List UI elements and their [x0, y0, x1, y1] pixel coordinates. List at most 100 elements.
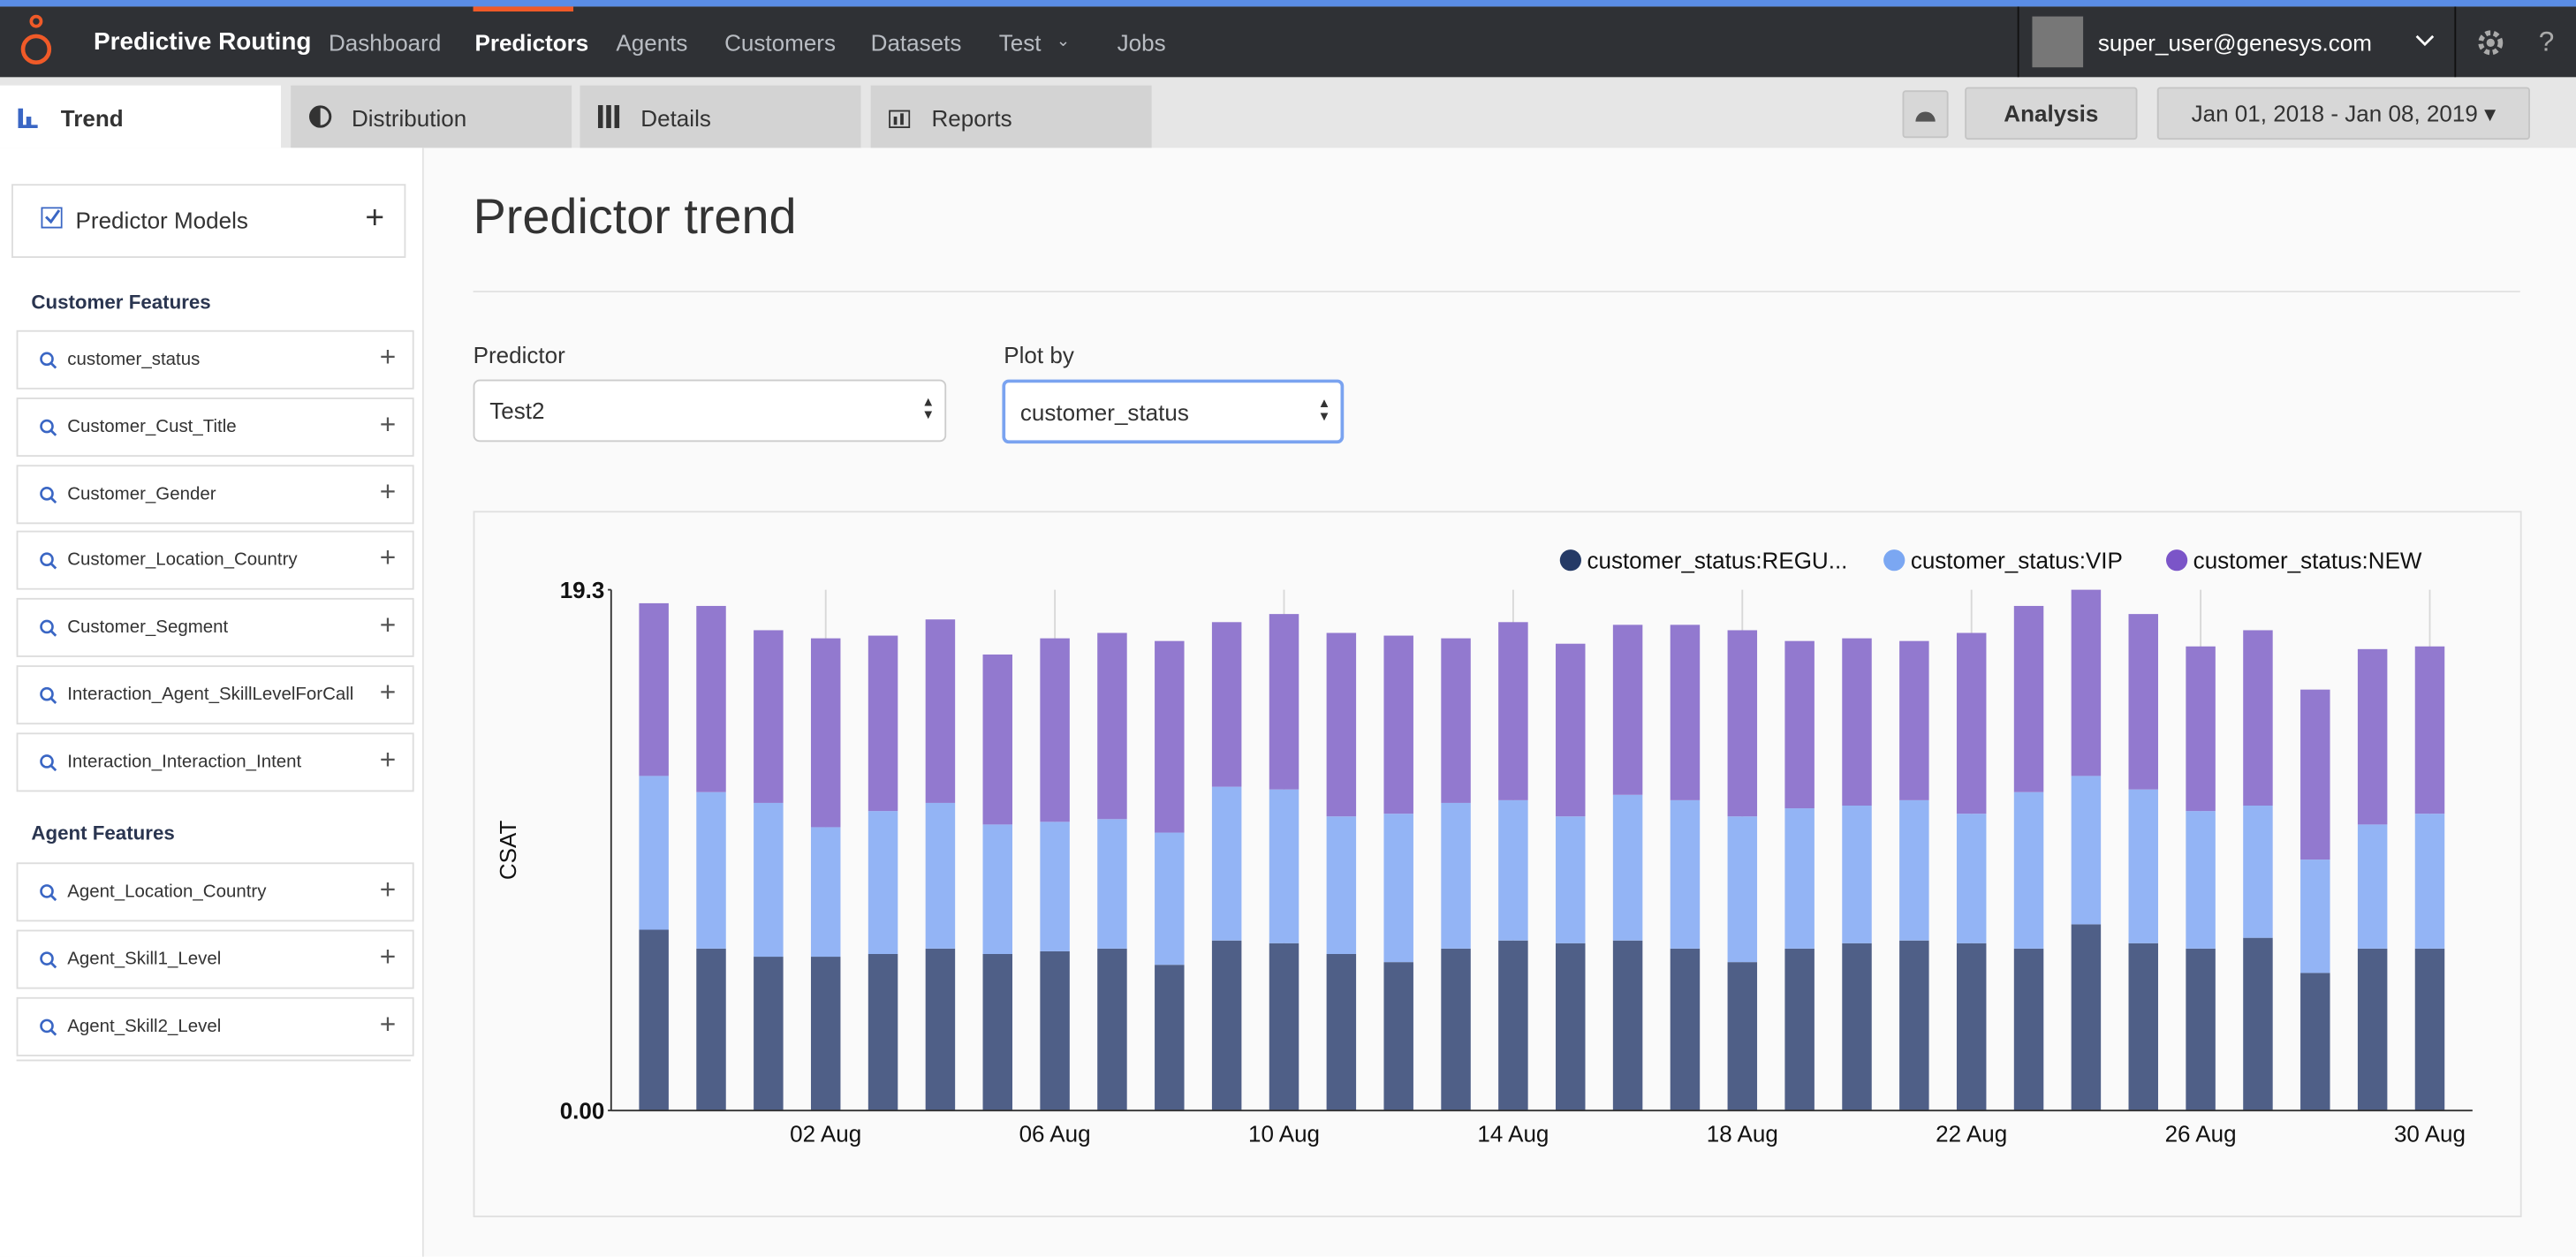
bar-segment: [810, 957, 841, 1111]
gauge-button[interactable]: [1902, 90, 1949, 139]
add-icon[interactable]: +: [379, 610, 397, 641]
bar-segment: [1040, 950, 1070, 1111]
bar-segment: [696, 605, 726, 792]
x-tick-label: 22 Aug: [1936, 1120, 2007, 1147]
bar-segment: [1612, 625, 1643, 795]
feature-item[interactable]: + Agent_Skill1_Level: [16, 929, 414, 989]
bar-segment: [1441, 638, 1471, 803]
divider: [2454, 6, 2457, 78]
feature-name: Customer_Segment: [67, 617, 229, 638]
chevron[interactable]: [2415, 34, 2435, 48]
predictor-select[interactable]: Test2 ▲ ▼: [473, 379, 947, 443]
tab[interactable]: Distribution: [291, 85, 572, 148]
dropdown-caret[interactable]: ⌄: [1056, 33, 1071, 51]
predictor-label: Predictor: [473, 341, 565, 368]
user[interactable]: super_user@genesys.com: [2097, 29, 2372, 57]
bar-segment: [2013, 948, 2044, 1111]
help-icon[interactable]: ?: [2535, 27, 2558, 59]
x-tick-label: 02 Aug: [790, 1120, 861, 1147]
nav-item[interactable]: Test: [998, 29, 1042, 57]
bar-segment: [1670, 948, 1701, 1111]
tab-label: Distribution: [351, 105, 467, 132]
tab-icon: [18, 105, 38, 133]
nav-item[interactable]: Agents: [616, 29, 688, 57]
bar-segment: [982, 654, 1012, 825]
feature-item[interactable]: + Interaction_Agent_SkillLevelForCall: [16, 665, 414, 725]
add-icon[interactable]: +: [379, 542, 397, 574]
separator: [473, 291, 2520, 293]
feature-item[interactable]: + Customer_Cust_Title: [16, 397, 414, 457]
bar-segment: [2243, 937, 2273, 1111]
feature-name: Customer_Gender: [67, 483, 216, 504]
tab[interactable]: Details: [580, 85, 861, 148]
x-tick-label: 26 Aug: [2165, 1120, 2237, 1147]
settings-icon[interactable]: [2476, 28, 2505, 57]
plot-by-select[interactable]: customer_status ▲ ▼: [1002, 379, 1345, 444]
search-icon: [40, 1018, 57, 1035]
bar-segment: [2357, 648, 2388, 825]
search-icon: [40, 884, 57, 902]
bar-segment: [1269, 943, 1299, 1111]
add-icon[interactable]: +: [379, 475, 397, 507]
x-tick-label: 18 Aug: [1707, 1120, 1778, 1147]
tab[interactable]: Reports: [870, 85, 1152, 148]
tab-icon: [308, 105, 332, 133]
feature-name: Customer_Location_Country: [67, 550, 298, 572]
bar-segment: [1383, 814, 1413, 963]
bar-segment: [1556, 943, 1586, 1111]
bar-segment: [1956, 943, 1987, 1111]
bar-segment: [1727, 962, 1758, 1111]
bar-segment: [1956, 632, 1987, 814]
bar-segment: [2013, 791, 2044, 949]
add-icon[interactable]: +: [379, 677, 397, 708]
nav-item[interactable]: Customers: [724, 29, 837, 57]
feature-item[interactable]: + Customer_Location_Country: [16, 531, 414, 591]
add-icon[interactable]: +: [379, 744, 397, 776]
page-title: Predictor trend: [473, 190, 797, 246]
feature-item[interactable]: + Interaction_Interaction_Intent: [16, 732, 414, 791]
bar-segment: [1784, 640, 1815, 809]
tab[interactable]: Trend: [0, 85, 282, 148]
models-box[interactable]: Predictor Models +: [11, 184, 406, 258]
bar-segment: [1498, 799, 1528, 941]
bar-segment: [1155, 832, 1185, 965]
bar-segment: [810, 638, 841, 828]
bar-segment: [925, 948, 956, 1111]
date-range[interactable]: Jan 01, 2018 - Jan 08, 2019 ▾: [2156, 87, 2530, 140]
feature-item[interactable]: + customer_status: [16, 329, 414, 390]
feature-item[interactable]: + Agent_Location_Country: [16, 862, 414, 922]
nav-item[interactable]: Predictors: [474, 29, 589, 57]
bar-segment: [1441, 802, 1471, 949]
search-icon: [40, 352, 57, 369]
feature-item[interactable]: + Customer_Gender: [16, 464, 414, 524]
add-icon[interactable]: +: [379, 941, 397, 973]
logo: [20, 14, 52, 64]
plot-by-value: customer_status: [1019, 398, 1189, 426]
bar-segment: [2128, 789, 2158, 943]
add-icon[interactable]: +: [379, 1008, 397, 1040]
bar-segment: [925, 619, 956, 803]
add-icon[interactable]: +: [379, 408, 397, 441]
nav-item[interactable]: Jobs: [1117, 29, 1166, 57]
add-icon[interactable]: +: [379, 341, 397, 374]
bar-segment: [1556, 816, 1586, 943]
x-tick-label: 30 Aug: [2394, 1120, 2466, 1147]
bar-segment: [2414, 814, 2445, 949]
nav-item[interactable]: Dashboard: [328, 29, 442, 57]
brand[interactable]: Predictive Routing: [94, 27, 312, 57]
bar-segment: [1670, 799, 1701, 949]
bar-segment: [1784, 948, 1815, 1111]
bar-segment: [1498, 622, 1528, 800]
bar-segment: [2357, 824, 2388, 949]
bar-segment: [2300, 973, 2330, 1111]
add-icon[interactable]: +: [379, 874, 397, 905]
bar-segment: [2243, 630, 2273, 806]
feature-item[interactable]: + Agent_Skill2_Level: [16, 996, 414, 1056]
analysis-button[interactable]: Analysis: [1965, 87, 2138, 140]
add-icon[interactable]: +: [365, 200, 385, 237]
bar-segment: [1040, 822, 1070, 951]
feature-item[interactable]: + Customer_Segment: [16, 598, 414, 658]
plot-by-label: Plot by: [1004, 341, 1074, 368]
nav-item[interactable]: Datasets: [870, 29, 962, 57]
